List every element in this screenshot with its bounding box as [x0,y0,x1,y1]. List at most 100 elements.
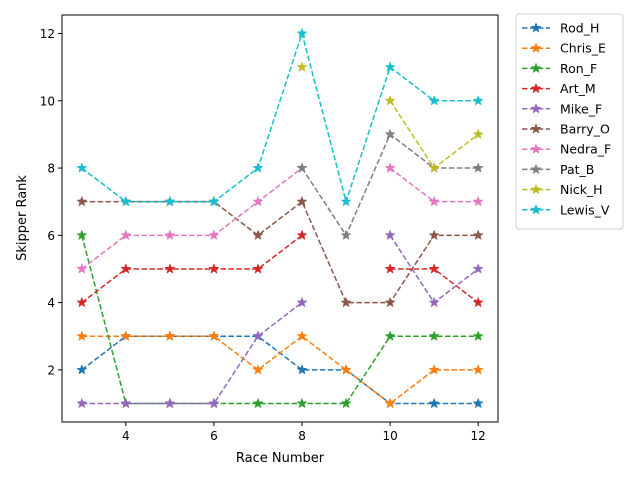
data-point [164,229,176,241]
data-point [76,296,88,308]
y-axis: 2 4 6 8 10 12 [40,27,62,377]
legend-marker [530,123,542,134]
data-point [208,330,220,342]
data-point [76,162,88,173]
series-Chris_E [76,330,484,409]
plot-frame [61,14,499,423]
data-point [340,363,352,375]
data-point [296,61,308,72]
data-point [340,296,352,308]
data-point [384,61,396,72]
data-point [472,363,484,375]
series-line [81,30,479,205]
data-point [208,229,220,241]
data-point [340,229,352,241]
data-point [164,263,176,274]
data-point [340,397,352,409]
data-point [472,330,484,342]
series-line [389,100,479,170]
legend-marker [530,42,542,53]
y-tick-label: 8 [47,162,55,176]
legend-label: Barry_O [560,122,610,137]
legend-entry: Lewis_V [522,202,610,217]
data-point [472,263,484,274]
data-point [384,296,396,308]
data-point [472,397,484,409]
data-point [76,195,88,207]
data-point [296,162,308,173]
legend-entry: Rod_H [522,21,599,36]
data-point [428,397,440,409]
data-point [384,128,396,140]
data-point [428,94,440,106]
data-point [472,162,484,173]
y-tick-label: 4 [47,296,55,310]
data-point [384,229,396,241]
legend-entry: Barry_O [522,122,610,137]
legend-entry: Pat_B [522,162,594,177]
legend-marker [530,163,542,175]
plot-lines [76,27,484,409]
series-line [81,200,479,304]
x-tick-label: 4 [122,429,130,443]
series-Lewis_V [76,27,484,207]
legend-label: Nedra_F [560,142,611,157]
data-point [296,195,308,207]
data-point [384,94,396,106]
data-point [208,263,220,274]
legend: Rod_H Chris_E Ron_F Art_M Mike_F Barry_O Nedra… [515,13,624,230]
data-point [384,263,396,274]
data-point [76,397,88,409]
y-tick-label: 10 [40,94,55,108]
series-Art_M [76,229,484,308]
data-point [384,397,396,409]
data-point [252,330,264,342]
series-line [81,335,479,405]
data-point [296,229,308,241]
legend-marker [530,82,542,94]
data-point [428,296,440,308]
series-line [81,235,479,405]
legend-label: Lewis_V [560,202,610,217]
data-point [208,397,220,409]
legend-label: Mike_F [560,101,602,116]
data-point [76,263,88,274]
data-point [76,330,88,342]
data-point [296,397,308,409]
data-point [428,195,440,207]
legend-marker [530,183,542,195]
data-point [384,330,396,342]
legend-entry: Nedra_F [522,142,611,157]
data-point [472,296,484,308]
series-Pat_B [296,128,484,241]
x-tick-label: 6 [210,429,218,443]
x-tick-label: 10 [382,429,397,443]
legend-marker [530,62,542,74]
data-point [472,94,484,106]
series-line [301,133,479,237]
series-Rod_H [76,330,484,409]
y-tick-label: 6 [47,229,55,243]
x-tick-label: 12 [471,429,486,443]
data-point [428,330,440,342]
data-point [252,195,264,207]
data-point [472,229,484,241]
data-point [252,397,264,409]
x-axis-label: Race Number [236,451,325,466]
legend-label: Nick_H [560,182,603,197]
data-point [252,229,264,241]
legend-entry: Nick_H [522,182,603,197]
y-tick-label: 12 [40,27,55,41]
series-Nick_H [296,61,484,173]
data-point [252,363,264,375]
legend-label: Chris_E [560,41,606,56]
legend-label: Pat_B [560,162,594,177]
y-tick-label: 2 [47,363,55,377]
legend-entry: Ron_F [522,61,597,76]
data-point [120,229,132,241]
data-point [252,263,264,274]
data-point [296,27,308,39]
legend-marker [530,203,542,215]
data-point [472,128,484,140]
